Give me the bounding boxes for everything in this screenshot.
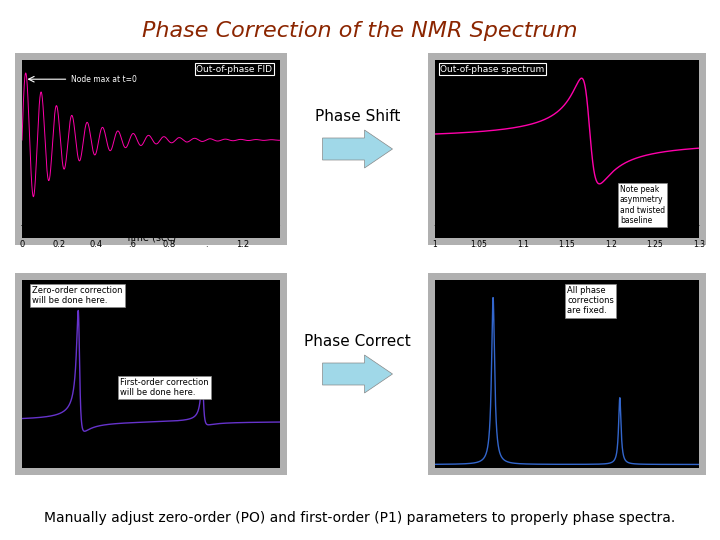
FancyBboxPatch shape [15,273,287,475]
Text: Out-of-phase spectrum: Out-of-phase spectrum [440,65,544,74]
FancyBboxPatch shape [428,273,706,475]
Text: 0.8: 0.8 [163,240,176,249]
Text: Note peak
asymmetry
and twisted
baseline: Note peak asymmetry and twisted baseline [620,185,665,225]
Text: 1.1: 1.1 [517,240,529,249]
Text: Zero-order correction
will be done here.: Zero-order correction will be done here. [32,286,123,305]
Text: First-order correction
will be done here.: First-order correction will be done here… [120,378,209,397]
FancyBboxPatch shape [15,53,287,245]
Text: 1: 1 [433,240,437,249]
Text: 1.3: 1.3 [693,240,705,249]
Text: Phase Shift: Phase Shift [315,109,400,124]
Text: 0.4: 0.4 [89,240,102,249]
Text: Node max at t=0: Node max at t=0 [71,75,137,84]
Text: 1.05: 1.05 [471,240,487,249]
FancyBboxPatch shape [435,60,699,238]
Text: Phase Correct: Phase Correct [304,334,411,349]
FancyBboxPatch shape [428,53,706,245]
FancyBboxPatch shape [435,280,699,468]
Text: 1.2: 1.2 [237,240,250,249]
Text: 1.25: 1.25 [647,240,663,249]
Text: All phase
corrections
are fixed.: All phase corrections are fixed. [567,286,614,315]
FancyBboxPatch shape [22,60,280,238]
Text: .6: .6 [129,240,137,249]
Text: 0.2: 0.2 [53,240,66,249]
FancyBboxPatch shape [22,280,280,468]
Text: Manually adjust zero-order (PO) and first-order (P1) parameters to properly phas: Manually adjust zero-order (PO) and firs… [45,511,675,525]
Text: 1.2: 1.2 [605,240,617,249]
Text: Out-of-phase FID: Out-of-phase FID [197,65,272,74]
Polygon shape [323,355,392,393]
Text: .: . [205,240,207,249]
Polygon shape [323,130,392,168]
Text: Time (sec): Time (sec) [125,233,176,243]
Text: 1.15: 1.15 [559,240,575,249]
Text: 0: 0 [19,240,24,249]
Text: Phase Correction of the NMR Spectrum: Phase Correction of the NMR Spectrum [143,21,577,41]
